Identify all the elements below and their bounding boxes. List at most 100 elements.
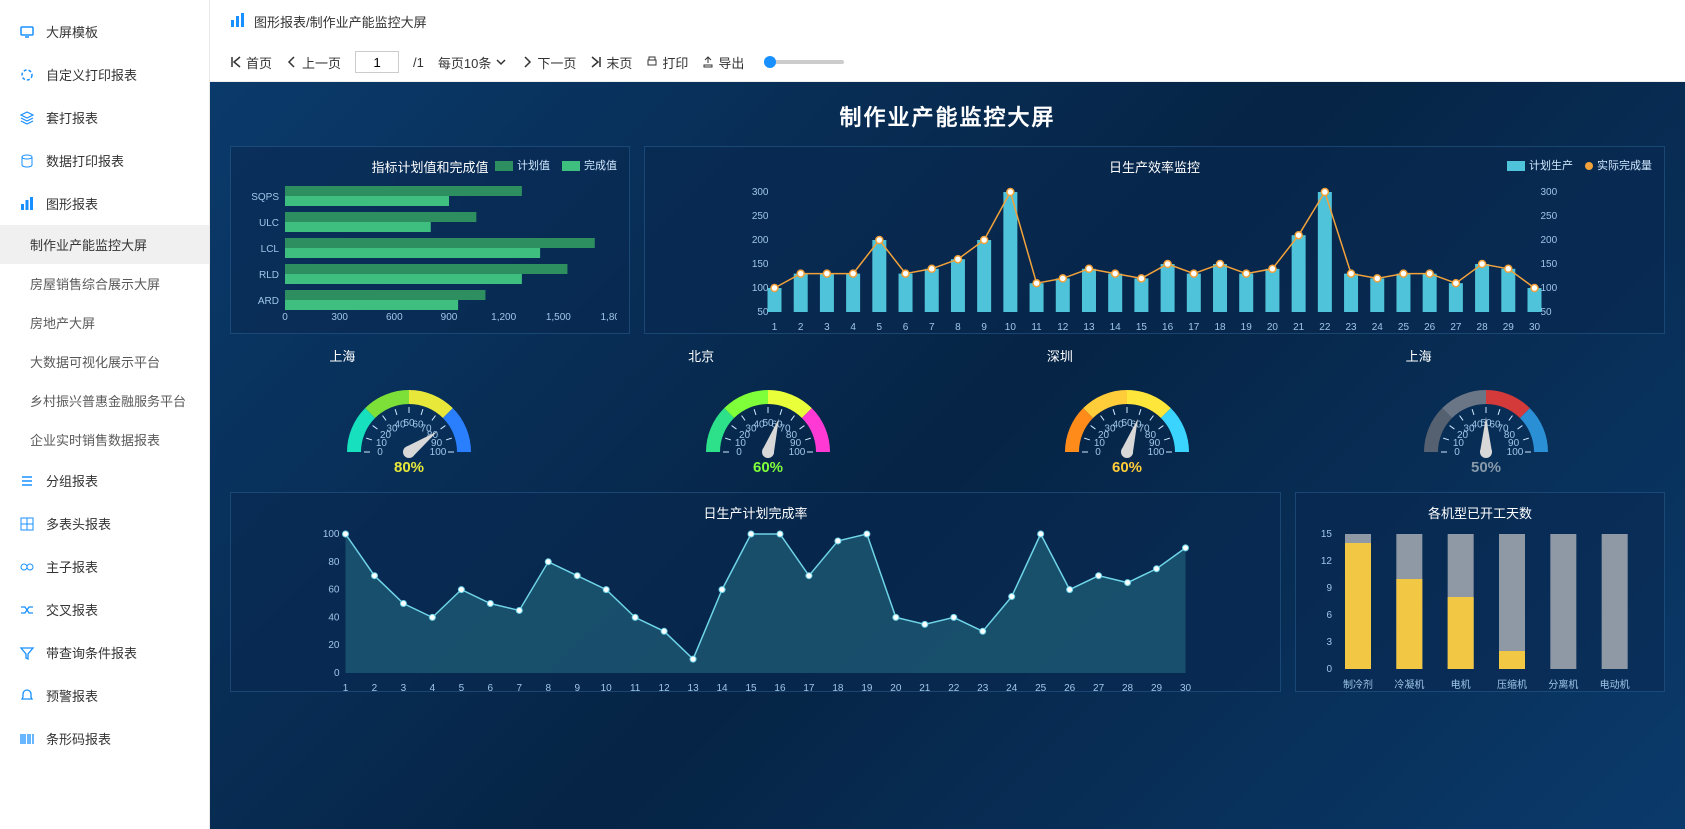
sidebar-item-label: 自定义打印报表 bbox=[46, 65, 137, 84]
shuffle-icon bbox=[18, 601, 36, 619]
gauge-chart: 010203040506070809010060% bbox=[1037, 367, 1217, 477]
svg-text:300: 300 bbox=[752, 187, 769, 198]
sidebar-item[interactable]: 数据打印报表 bbox=[0, 139, 209, 182]
gauge-city: 上海 bbox=[299, 346, 519, 365]
svg-text:50%: 50% bbox=[1471, 459, 1501, 476]
svg-text:4: 4 bbox=[430, 683, 436, 693]
svg-text:0: 0 bbox=[282, 312, 288, 323]
svg-text:11: 11 bbox=[630, 683, 641, 693]
sidebar: 大屏模板自定义打印报表套打报表数据打印报表图形报表制作业产能监控大屏房屋销售综合… bbox=[0, 0, 210, 829]
sidebar-item[interactable]: 套打报表 bbox=[0, 96, 209, 139]
svg-text:8: 8 bbox=[955, 322, 961, 332]
next-page-button[interactable]: 下一页 bbox=[521, 53, 576, 72]
gauge-city: 上海 bbox=[1376, 346, 1596, 365]
svg-text:压缩机: 压缩机 bbox=[1497, 678, 1527, 691]
sidebar-item-label: 数据打印报表 bbox=[46, 151, 124, 170]
gauge-chart: 010203040506070809010060% bbox=[678, 367, 858, 477]
svg-text:13: 13 bbox=[1083, 322, 1095, 332]
svg-text:制冷剂: 制冷剂 bbox=[1343, 678, 1373, 691]
svg-text:12: 12 bbox=[1057, 322, 1069, 332]
svg-text:15: 15 bbox=[1136, 322, 1148, 332]
link-icon bbox=[18, 558, 36, 576]
bell-icon bbox=[18, 687, 36, 705]
svg-text:SQPS: SQPS bbox=[251, 192, 279, 203]
sidebar-item-label: 分组报表 bbox=[46, 471, 98, 490]
sidebar-item[interactable]: 多表头报表 bbox=[0, 502, 209, 545]
hbar-legend: 计划值 完成值 bbox=[495, 157, 617, 173]
svg-text:18: 18 bbox=[832, 683, 844, 693]
svg-text:分离机: 分离机 bbox=[1548, 678, 1578, 691]
sidebar-item[interactable]: 自定义打印报表 bbox=[0, 53, 209, 96]
svg-text:28: 28 bbox=[1122, 683, 1134, 693]
svg-text:ARD: ARD bbox=[258, 296, 279, 307]
sidebar-item-label: 大屏模板 bbox=[46, 22, 98, 41]
zoom-slider[interactable] bbox=[764, 60, 844, 64]
sidebar-item[interactable]: 预警报表 bbox=[0, 674, 209, 717]
page-input[interactable] bbox=[355, 51, 399, 73]
svg-text:900: 900 bbox=[441, 312, 458, 323]
last-page-button[interactable]: 末页 bbox=[590, 53, 632, 72]
circle-icon bbox=[18, 66, 36, 84]
svg-text:13: 13 bbox=[688, 683, 700, 693]
sidebar-item[interactable]: 主子报表 bbox=[0, 545, 209, 588]
gauge: 北京010203040506070809010060% bbox=[658, 346, 878, 480]
svg-text:1: 1 bbox=[772, 322, 778, 332]
sidebar-item[interactable]: 图形报表 bbox=[0, 182, 209, 225]
svg-text:5: 5 bbox=[459, 683, 465, 693]
gauge: 深圳 010203040506070809010060% bbox=[1017, 346, 1237, 480]
svg-text:60: 60 bbox=[328, 585, 340, 596]
svg-text:200: 200 bbox=[1541, 235, 1558, 246]
svg-text:600: 600 bbox=[386, 312, 403, 323]
page-total: /1 bbox=[413, 55, 424, 70]
svg-text:26: 26 bbox=[1424, 322, 1436, 332]
svg-text:6: 6 bbox=[903, 322, 909, 332]
sidebar-subitem[interactable]: 房屋销售综合展示大屏 bbox=[0, 264, 209, 303]
sidebar-item-label: 图形报表 bbox=[46, 194, 98, 213]
svg-text:28: 28 bbox=[1477, 322, 1489, 332]
sidebar-subitem[interactable]: 大数据可视化展示平台 bbox=[0, 342, 209, 381]
svg-text:21: 21 bbox=[1293, 322, 1305, 332]
sidebar-subitem[interactable]: 企业实时销售数据报表 bbox=[0, 420, 209, 459]
svg-text:23: 23 bbox=[1345, 322, 1357, 332]
sidebar-subitem[interactable]: 乡村振兴普惠金融服务平台 bbox=[0, 381, 209, 420]
sidebar-subitem[interactable]: 制作业产能监控大屏 bbox=[0, 225, 209, 264]
svg-text:80: 80 bbox=[328, 557, 340, 568]
print-button[interactable]: 打印 bbox=[646, 53, 688, 72]
export-button[interactable]: 导出 bbox=[702, 53, 744, 72]
svg-text:9: 9 bbox=[981, 322, 987, 332]
line-title: 日生产效率监控 bbox=[659, 157, 1650, 176]
prev-page-button[interactable]: 上一页 bbox=[286, 53, 341, 72]
svg-text:27: 27 bbox=[1093, 683, 1105, 693]
sidebar-item[interactable]: 大屏模板 bbox=[0, 10, 209, 53]
svg-text:1,200: 1,200 bbox=[491, 312, 516, 323]
database-icon bbox=[18, 152, 36, 170]
first-page-button[interactable]: 首页 bbox=[230, 53, 272, 72]
svg-text:100: 100 bbox=[1148, 447, 1165, 458]
svg-text:20: 20 bbox=[890, 683, 902, 693]
svg-text:23: 23 bbox=[977, 683, 989, 693]
sidebar-item[interactable]: 条形码报表 bbox=[0, 717, 209, 760]
svg-text:6: 6 bbox=[1326, 610, 1332, 621]
perpage-select[interactable]: 每页10条 bbox=[438, 53, 507, 72]
barcode-icon bbox=[18, 730, 36, 748]
svg-text:1,800: 1,800 bbox=[600, 312, 617, 323]
gauge-city: 深圳 bbox=[1017, 346, 1237, 365]
svg-text:10: 10 bbox=[1005, 322, 1017, 332]
sidebar-item-label: 条形码报表 bbox=[46, 729, 111, 748]
svg-text:21: 21 bbox=[919, 683, 931, 693]
svg-text:12: 12 bbox=[659, 683, 671, 693]
svg-text:19: 19 bbox=[861, 683, 873, 693]
svg-text:9: 9 bbox=[574, 683, 580, 693]
svg-text:25: 25 bbox=[1035, 683, 1047, 693]
svg-text:26: 26 bbox=[1064, 683, 1076, 693]
svg-text:电动机: 电动机 bbox=[1600, 678, 1630, 691]
sidebar-item[interactable]: 分组报表 bbox=[0, 459, 209, 502]
gauge-chart: 010203040506070809010050% bbox=[1396, 367, 1576, 477]
svg-text:100: 100 bbox=[752, 283, 769, 294]
svg-text:16: 16 bbox=[1162, 322, 1174, 332]
sidebar-item[interactable]: 带查询条件报表 bbox=[0, 631, 209, 674]
area-panel: 日生产计划完成率 0204060801001234567891011121314… bbox=[230, 492, 1281, 692]
svg-text:25: 25 bbox=[1398, 322, 1410, 332]
sidebar-subitem[interactable]: 房地产大屏 bbox=[0, 303, 209, 342]
sidebar-item[interactable]: 交叉报表 bbox=[0, 588, 209, 631]
